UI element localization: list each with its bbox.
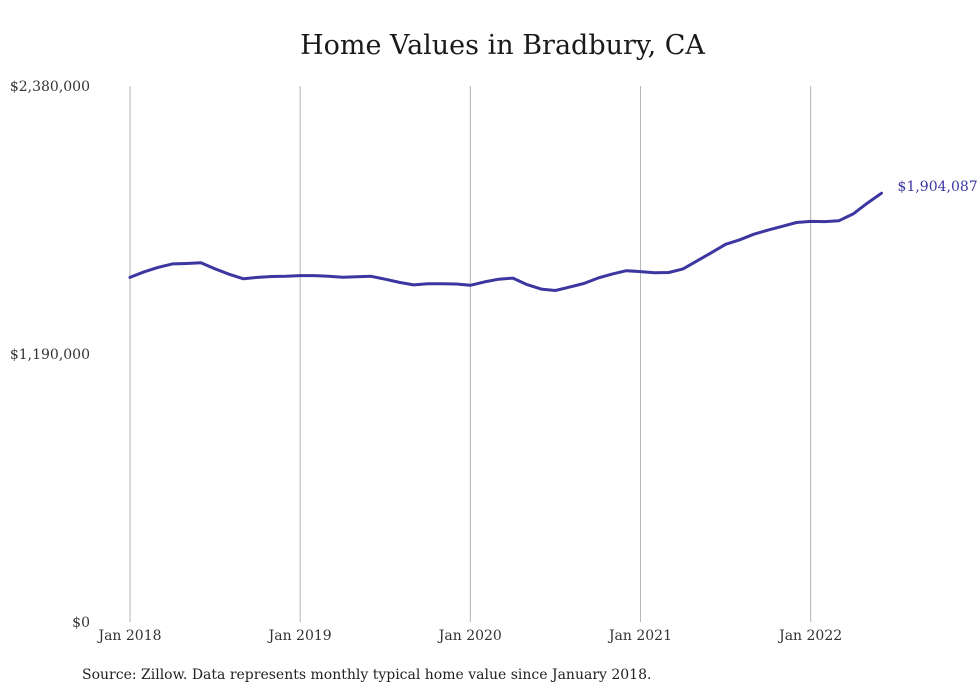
x-axis-ticks: Jan 2018 Jan 2019 Jan 2020 Jan 2021 Jan 2022 [96,628,842,644]
y-tick-label: $1,190,000 [10,347,90,363]
end-value-label: $1,904,087 [898,179,978,195]
series-line [128,191,883,292]
chart-title: Home Values in Bradbury, CA [300,30,705,61]
y-tick-label: $2,380,000 [10,79,90,95]
x-tick-label: Jan 2019 [267,628,332,644]
y-axis-ticks: $0 $1,190,000 $2,380,000 [10,79,90,631]
y-tick-label: $0 [72,615,90,631]
x-tick-label: Jan 2018 [96,628,161,644]
source-note: Source: Zillow. Data represents monthly … [82,667,652,683]
x-tick-label: Jan 2022 [777,628,842,644]
x-tick-label: Jan 2021 [607,628,672,644]
gridlines [129,86,812,622]
x-tick-label: Jan 2020 [437,628,502,644]
